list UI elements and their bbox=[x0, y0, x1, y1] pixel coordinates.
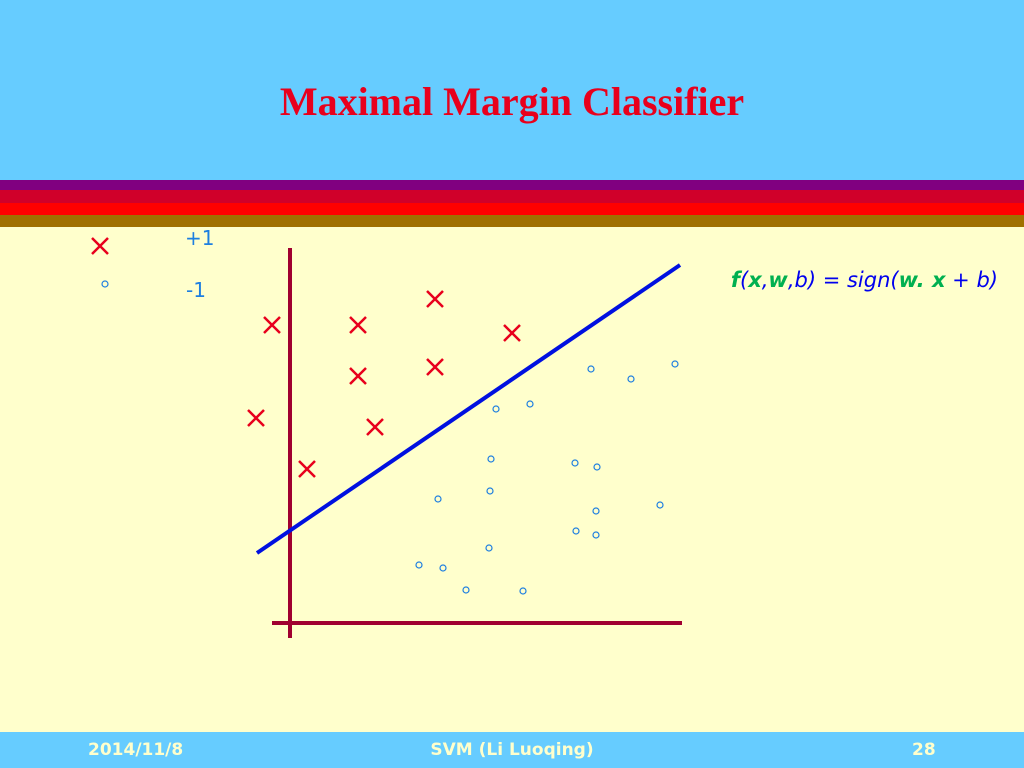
circle-point bbox=[587, 365, 595, 373]
separator-line bbox=[255, 263, 682, 555]
slide-title: Maximal Margin Classifier bbox=[279, 79, 745, 124]
circle-point bbox=[101, 280, 109, 288]
legend-positive: +1 bbox=[185, 227, 214, 250]
formula-part: x bbox=[747, 268, 763, 292]
circle-point bbox=[627, 375, 635, 383]
circle-point bbox=[492, 405, 500, 413]
stripe bbox=[0, 215, 1024, 227]
cross-point bbox=[247, 409, 265, 427]
circle-point bbox=[592, 507, 600, 515]
legend-negative: -1 bbox=[186, 278, 206, 302]
footer-page: 28 bbox=[912, 740, 936, 760]
footer-date: 2014/11/8 bbox=[88, 740, 184, 760]
circle-point bbox=[462, 586, 470, 594]
header: Maximal Margin Classifier bbox=[0, 0, 1024, 180]
cross-point bbox=[349, 367, 367, 385]
cross-point bbox=[298, 460, 316, 478]
cross-point bbox=[349, 316, 367, 334]
circle-point bbox=[434, 495, 442, 503]
formula-part: w. x bbox=[899, 268, 947, 292]
stripe bbox=[0, 180, 1024, 190]
footer-center: SVM (Li Luoqing) bbox=[430, 740, 594, 760]
circle-point bbox=[486, 487, 494, 495]
formula: f(x,w,b) = sign(w. x + b) bbox=[731, 268, 998, 292]
stripe bbox=[0, 203, 1024, 215]
circle-point bbox=[439, 564, 447, 572]
cross-point bbox=[263, 316, 281, 334]
formula-part: b bbox=[976, 268, 989, 292]
cross-point bbox=[366, 418, 384, 436]
formula-part: ) bbox=[988, 268, 998, 292]
stripe bbox=[0, 190, 1024, 203]
footer: 2014/11/8 SVM (Li Luoqing) 28 bbox=[0, 732, 1024, 768]
circle-point bbox=[572, 527, 580, 535]
cross-point bbox=[91, 237, 109, 255]
formula-part: , bbox=[762, 268, 769, 292]
formula-part: ( bbox=[740, 268, 749, 292]
circle-point bbox=[656, 501, 664, 509]
cross-point bbox=[503, 324, 521, 342]
circle-point bbox=[526, 400, 534, 408]
circle-point bbox=[485, 544, 493, 552]
formula-part: f bbox=[731, 268, 743, 292]
formula-part: w bbox=[768, 268, 788, 292]
formula-part: + bbox=[946, 268, 977, 292]
circle-point bbox=[571, 459, 579, 467]
circle-point bbox=[671, 360, 679, 368]
circle-point bbox=[415, 561, 423, 569]
circle-point bbox=[592, 531, 600, 539]
cross-point bbox=[426, 358, 444, 376]
cross-point bbox=[426, 290, 444, 308]
formula-part: ,b) = sign( bbox=[788, 268, 900, 292]
circle-point bbox=[593, 463, 601, 471]
diagram: +1 -1 f(x,w,b) = sign(w. x + b) bbox=[91, 227, 998, 638]
circle-point bbox=[487, 455, 495, 463]
circle-point bbox=[519, 587, 527, 595]
